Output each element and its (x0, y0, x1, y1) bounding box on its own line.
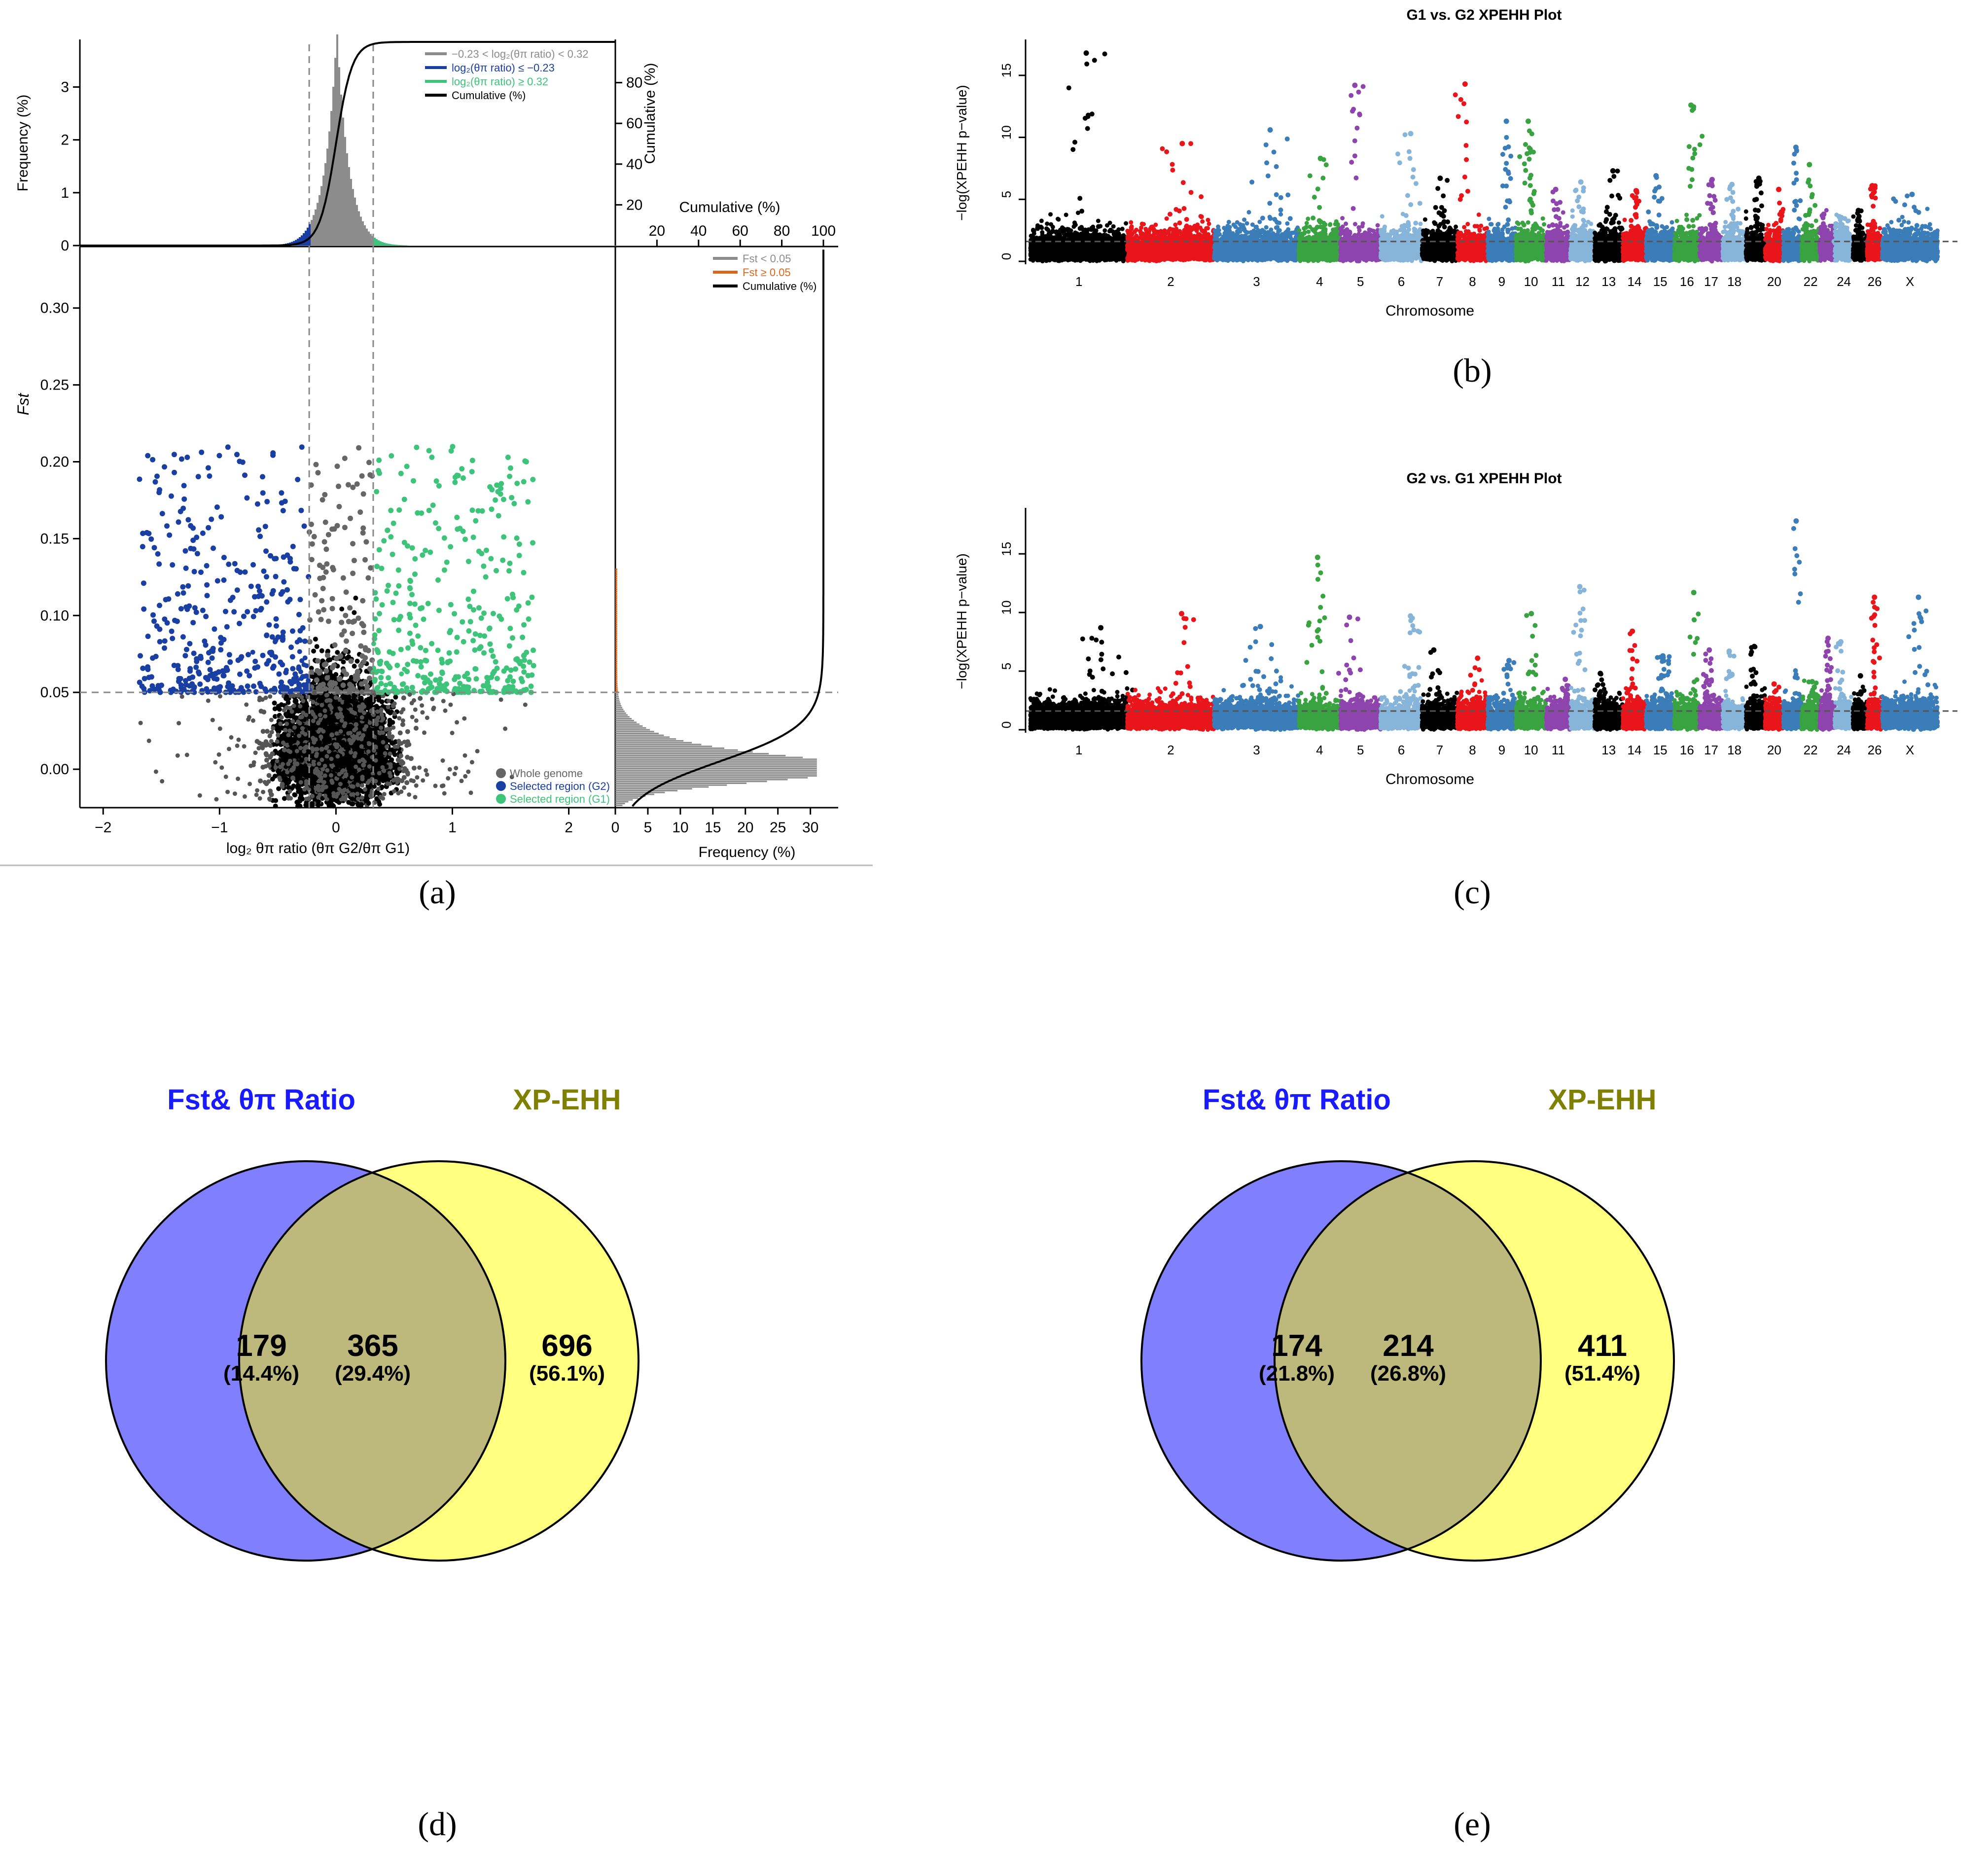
scatter-point (353, 595, 358, 601)
scatter-point (291, 738, 297, 744)
scatter-point (377, 750, 382, 755)
scatter-point (346, 697, 351, 702)
scatter-point (325, 648, 330, 654)
scatter-point (392, 752, 397, 757)
scatter-point (388, 710, 393, 715)
scatter-point (379, 784, 385, 790)
scatter-point (286, 780, 291, 785)
scatter-point (411, 765, 417, 771)
scatter-point (316, 740, 321, 746)
scatter-point (352, 610, 357, 615)
scatter-point (301, 662, 307, 668)
scatter-point (399, 671, 404, 677)
scatter-point (270, 777, 275, 782)
scatter-point (278, 752, 283, 757)
scatter-point (373, 739, 379, 745)
scatter-point (266, 773, 272, 778)
scatter-point (395, 757, 401, 763)
scatter-point (397, 730, 403, 736)
scatter-point (300, 674, 305, 679)
scatter-point (285, 700, 291, 705)
scatter-point (341, 659, 346, 665)
scatter-point (400, 722, 405, 727)
scatter-point (282, 747, 287, 752)
scatter-point (339, 606, 345, 612)
scatter-point (279, 702, 284, 708)
scatter-point (275, 727, 280, 732)
scatter-point (352, 664, 357, 669)
scatter-point (376, 697, 382, 703)
scatter-point (342, 708, 348, 713)
scatter-point (335, 798, 340, 804)
scatter-point (401, 775, 407, 780)
scatter-point (309, 666, 314, 671)
scatter-point (272, 700, 277, 706)
scatter-point (401, 695, 406, 701)
scatter-point (398, 753, 403, 758)
scatter-point (304, 706, 309, 711)
scatter-point (302, 655, 308, 661)
scatter-point (404, 780, 410, 785)
scatter-point (418, 696, 423, 701)
scatter-point (292, 792, 297, 797)
scatter-point (311, 648, 316, 654)
scatter-point (384, 777, 389, 782)
scatter-point (296, 799, 301, 804)
scatter-point (258, 778, 263, 784)
scatter-point (389, 740, 394, 746)
scatter-point (379, 755, 385, 761)
scatter-points (137, 444, 536, 809)
scatter-point (299, 658, 305, 663)
scatter-point (358, 696, 364, 702)
panel-a-chart: −2 −1 0 1 20.000.050.100.150.200.250.30log₂ … (0, 34, 873, 866)
scatter-point (405, 729, 410, 734)
scatter-point (371, 641, 376, 646)
scatter-point (277, 707, 282, 712)
scatter-point (290, 775, 295, 781)
scatter-point (335, 650, 340, 655)
scatter-point (391, 762, 396, 767)
scatter-point (329, 719, 334, 724)
scatter-point (347, 723, 353, 729)
scatter-point (326, 802, 332, 808)
scatter-point (260, 729, 266, 734)
scatter-point (382, 759, 388, 765)
scatter-point (265, 729, 270, 734)
scatter-point (393, 694, 398, 700)
scatter-point (276, 786, 282, 791)
scatter-point (263, 751, 269, 756)
scatter-point (408, 756, 414, 761)
scatter-point (319, 648, 324, 653)
scatter-point (389, 757, 394, 762)
scatter-point (383, 682, 389, 688)
scatter-point (294, 640, 300, 645)
scatter-point (250, 649, 255, 655)
scatter-point (263, 739, 269, 745)
scatter-point (314, 644, 320, 649)
scatter-point (355, 658, 360, 664)
scatter-point (261, 710, 267, 714)
scatter-point (313, 637, 318, 642)
scatter-point (378, 777, 384, 782)
scatter-point (297, 649, 302, 654)
scatter-point (387, 719, 392, 725)
scatter-point (376, 735, 382, 740)
scatter-point (335, 702, 341, 707)
scatter-point (413, 725, 419, 731)
